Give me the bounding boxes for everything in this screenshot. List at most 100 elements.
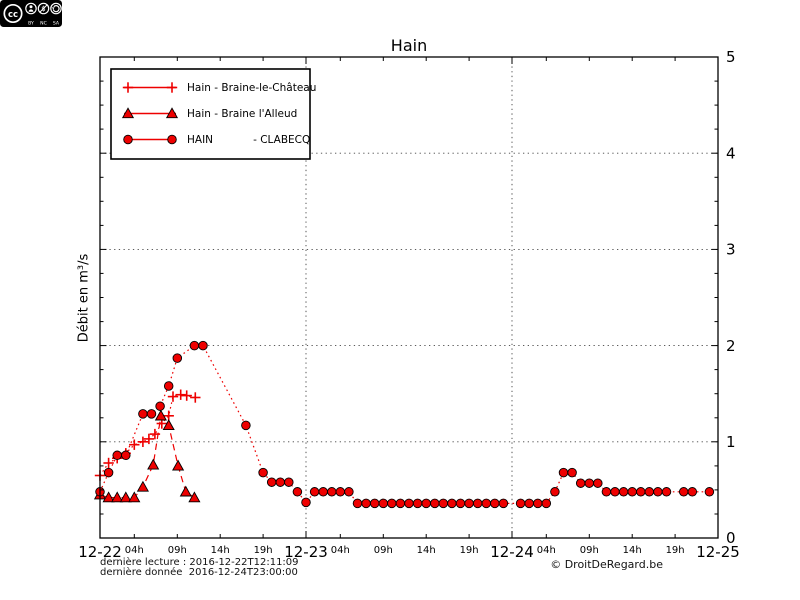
- circle-marker: [601, 487, 612, 497]
- plus-marker: [166, 82, 178, 93]
- circle-marker: [430, 498, 440, 509]
- circle-marker: [344, 487, 354, 497]
- circle-marker: [198, 340, 208, 351]
- circle-marker: [395, 498, 406, 509]
- x-hour-label: 09h: [374, 545, 393, 556]
- series-1: [93, 409, 201, 503]
- plus-marker: [167, 391, 179, 402]
- triangle-marker: [147, 458, 160, 470]
- x-hour-label: 14h: [417, 545, 436, 556]
- circle-marker: [103, 467, 114, 478]
- circle-marker: [112, 450, 122, 461]
- chart-title: Hain: [390, 36, 428, 55]
- circle-marker: [284, 477, 294, 487]
- circle-marker: [369, 498, 380, 509]
- circle-marker: [318, 487, 328, 497]
- x-hour-label: 09h: [580, 545, 599, 556]
- circle-marker: [610, 487, 620, 497]
- plus-marker: [143, 433, 155, 445]
- circle-marker: [558, 467, 569, 478]
- circle-marker: [266, 477, 277, 487]
- circle-marker: [567, 467, 577, 478]
- circle-marker: [627, 487, 637, 497]
- circle-marker: [575, 478, 586, 488]
- x-hour-label: 09h: [168, 545, 187, 556]
- y-tick-label: 5: [726, 48, 736, 66]
- circle-marker: [189, 340, 200, 351]
- x-hour-label: 14h: [211, 545, 230, 556]
- circle-marker: [438, 498, 449, 509]
- x-hour-label: 04h: [331, 545, 350, 556]
- circle-marker: [387, 498, 397, 509]
- nc-dollar-icon: $: [37, 2, 50, 15]
- circle-marker: [472, 498, 483, 509]
- sa-share-alike-icon: [50, 2, 62, 15]
- x-day-label: 12-25: [696, 543, 740, 561]
- triangle-marker: [128, 491, 141, 503]
- plus-marker: [122, 82, 134, 93]
- circle-marker: [138, 409, 148, 419]
- circle-marker: [490, 498, 500, 509]
- circle-marker: [301, 497, 311, 508]
- circle-marker: [687, 487, 698, 497]
- by-person-icon: [25, 2, 37, 15]
- y-tick-label: 1: [726, 433, 736, 451]
- triangle-marker: [121, 107, 135, 119]
- circle-marker: [404, 498, 414, 509]
- cc-circle-icon: [3, 3, 23, 24]
- circle-marker: [352, 498, 363, 509]
- circle-marker: [618, 487, 629, 497]
- triangle-marker: [172, 459, 185, 471]
- circle-marker: [644, 487, 655, 497]
- circle-marker: [421, 498, 431, 509]
- circle-marker: [464, 498, 474, 509]
- circle-marker: [524, 498, 534, 509]
- plus-marker: [181, 390, 192, 401]
- x-hour-label: 19h: [666, 545, 685, 556]
- x-day-label: 12-23: [284, 543, 328, 561]
- circle-marker: [447, 498, 457, 509]
- x-hour-label: 19h: [254, 545, 273, 556]
- circle-marker: [550, 487, 560, 497]
- circle-marker: [541, 498, 552, 509]
- circle-marker: [704, 487, 715, 497]
- triangle-marker: [136, 480, 149, 492]
- circle-marker: [258, 467, 268, 478]
- circle-marker: [481, 498, 492, 509]
- plus-marker: [103, 457, 114, 469]
- circle-marker: [653, 487, 663, 497]
- circle-marker: [167, 134, 177, 145]
- circle-marker: [172, 353, 183, 363]
- y-tick-label: 0: [726, 529, 736, 547]
- by-term: BY: [28, 21, 34, 27]
- circle-marker: [335, 487, 346, 497]
- circle-marker: [123, 134, 133, 145]
- circle-marker: [309, 487, 320, 497]
- circle-marker: [584, 478, 595, 488]
- legend-label: Hain - Braine l'Alleud: [187, 108, 297, 120]
- x-day-label: 12-24: [490, 543, 534, 561]
- last-data-text: dernière donnée 2016-12-24T23:00:00: [100, 567, 298, 578]
- circle-marker: [327, 487, 337, 497]
- circle-marker: [515, 498, 526, 509]
- circle-marker: [636, 487, 646, 497]
- circle-marker: [163, 381, 174, 391]
- circle-marker: [361, 498, 371, 509]
- sa-term: SA: [53, 21, 60, 27]
- y-tick-label: 2: [726, 337, 736, 355]
- x-hour-label: 14h: [623, 545, 642, 556]
- plus-marker: [190, 392, 201, 403]
- circle-marker: [146, 409, 157, 419]
- x-hour-label: 19h: [460, 545, 479, 556]
- triangle-marker: [111, 491, 124, 503]
- triangle-marker: [162, 419, 175, 431]
- x-hour-label: 04h: [125, 545, 144, 556]
- y-tick-label: 4: [726, 144, 736, 162]
- circle-marker: [292, 487, 303, 497]
- nc-term: NC: [40, 21, 47, 27]
- circle-marker: [241, 420, 251, 431]
- cc-letters: cc: [8, 10, 18, 20]
- circle-marker: [678, 487, 689, 497]
- circle-marker: [661, 487, 672, 497]
